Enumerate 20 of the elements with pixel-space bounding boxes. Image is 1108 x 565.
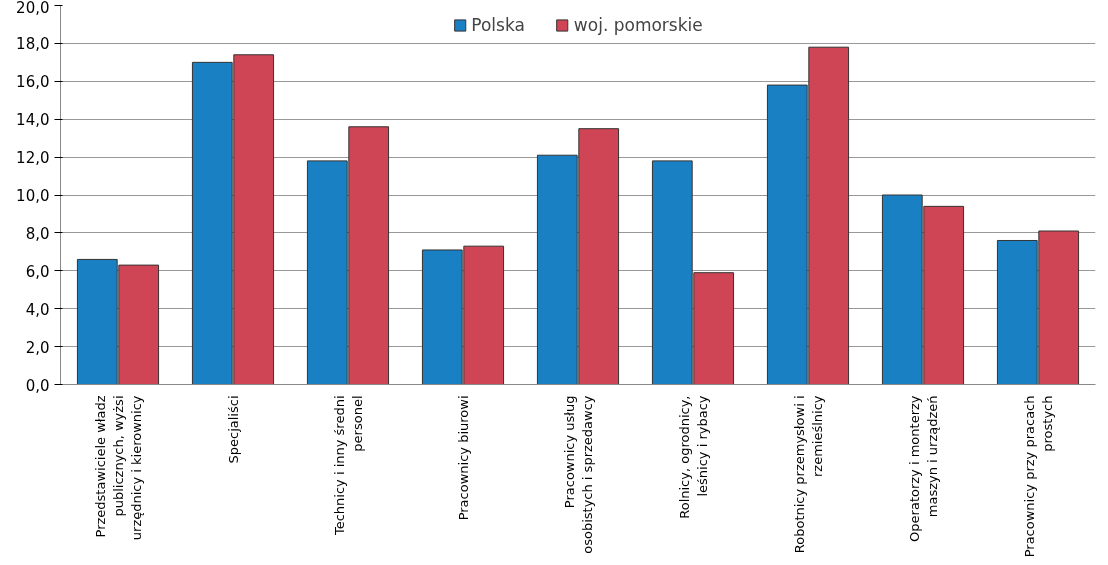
y-tick-label: 18,0	[16, 35, 50, 54]
legend-label: woj. pomorskie	[573, 15, 703, 35]
x-tick-label: Pracownicy biurowi	[455, 395, 471, 521]
y-tick-label: 8,0	[25, 224, 50, 243]
x-tick-label: Robotnicy przemysłowi i rzemieślnicy	[791, 395, 825, 554]
y-tick-label: 2,0	[25, 338, 50, 357]
x-tick-label: Pracownicy usług osobistych i sprzedawcy	[561, 395, 595, 554]
y-tick-label: 6,0	[25, 262, 50, 281]
x-tick-label: Pracownicy przy pracach prostych	[1021, 395, 1055, 558]
x-tick-label: Technicy i inny średni personel	[331, 395, 365, 537]
y-tick-label: 0,0	[25, 376, 50, 395]
legend-label: Polska	[471, 15, 525, 35]
y-tick-label: 20,0	[16, 0, 50, 17]
y-tick-label: 12,0	[16, 149, 50, 168]
y-tick-label: 10,0	[16, 187, 50, 205]
y-tick-label: 16,0	[16, 73, 50, 92]
y-tick-label: 14,0	[16, 111, 50, 130]
y-tick-label: 4,0	[25, 300, 50, 319]
x-tick-label: Przedstawiciele władz publicznych, wyżsi urzędnicy i kierownicy	[92, 395, 144, 541]
x-tick-label: Specjaliści	[225, 395, 241, 464]
